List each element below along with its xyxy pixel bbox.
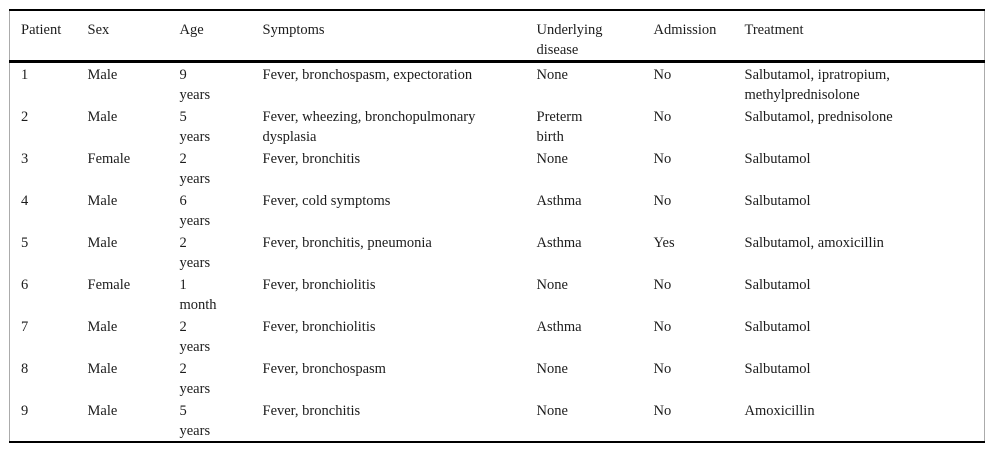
cell-underlying: Asthma [536,319,582,335]
cell-sex: Male [87,319,118,335]
cell-age: 6 years [179,193,211,229]
cell-treatment: Salbutamol, prednisolone [744,109,893,125]
table-row: 2 Male 5 years Fever, wheezing, bronchopulm… [10,105,985,147]
cell-symptoms: Fever, bronchitis, pneumonia [262,235,432,251]
cell-sex: Male [87,361,118,377]
table-row: 7 Male 2 years Fever, bronchiolitis Asthma No… [10,315,985,357]
cell-patient: 5 [21,235,29,251]
cell-underlying: None [536,151,568,167]
cell-symptoms: Fever, wheezing, bronchopulmonary dyspla… [262,109,476,145]
cell-age: 1 month [179,277,217,313]
cell-admission: No [653,319,672,335]
cell-treatment: Salbutamol, ipratropium, methylprednisol… [744,67,890,103]
cell-underlying: Asthma [536,235,582,251]
column-header-symptoms: Symptoms [262,10,537,63]
cell-age: 9 years [179,67,211,103]
column-header-sex: Sex [87,10,180,63]
table-row: 1 Male 9 years Fever, bronchospasm, expecto… [10,62,985,106]
cell-patient: 6 [21,277,29,293]
cell-symptoms: Fever, bronchiolitis [262,319,376,335]
cell-symptoms: Fever, cold symptoms [262,193,391,209]
cell-underlying: Preterm birth [536,109,583,145]
column-header-patient: Patient [9,10,88,63]
cell-sex: Male [87,193,118,209]
cell-sex: Male [87,235,118,251]
cell-treatment: Salbutamol [744,361,811,377]
cell-patient: 1 [21,67,29,83]
table-row: 5 Male 2 years Fever, bronchitis, pneumonia… [10,231,985,273]
table-row: 3 Female 2 years Fever, bronchitis None No Sal… [10,147,985,189]
cell-admission: No [653,361,672,377]
cell-age: 5 years [179,109,211,145]
cell-symptoms: Fever, bronchospasm, expectoration [262,67,473,83]
cell-admission: No [653,403,672,419]
column-header-underlying: Underlying disease [536,10,654,63]
table-body: 1 Male 9 years Fever, bronchospasm, expecto… [10,62,985,443]
cell-admission: No [653,151,672,167]
cell-underlying: None [536,277,568,293]
cell-underlying: None [536,403,568,419]
cell-symptoms: Fever, bronchitis [262,151,361,167]
cell-sex: Male [87,403,118,419]
cell-age: 5 years [179,403,211,439]
cell-symptoms: Fever, bronchiolitis [262,277,376,293]
cell-age: 2 years [179,235,211,271]
cell-patient: 9 [21,403,29,419]
cell-admission: No [653,67,672,83]
cell-patient: 2 [21,109,29,125]
column-header-admission: Admission [653,10,745,63]
cell-age: 2 years [179,319,211,355]
cell-age: 2 years [179,361,211,397]
cell-sex: Female [87,151,131,167]
cell-symptoms: Fever, bronchitis [262,403,361,419]
cell-admission: No [653,277,672,293]
cell-admission: No [653,193,672,209]
cell-age: 2 years [179,151,211,187]
cell-treatment: Salbutamol [744,277,811,293]
cell-underlying: Asthma [536,193,582,209]
cell-sex: Female [87,277,131,293]
cell-symptoms: Fever, bronchospasm [262,361,386,377]
cell-treatment: Salbutamol [744,193,811,209]
cell-underlying: None [536,361,568,377]
cell-underlying: None [536,67,568,83]
cell-admission: Yes [653,235,675,251]
table-row: 6 Female 1 month Fever, bronchiolitis None No… [10,273,985,315]
cell-patient: 3 [21,151,29,167]
patients-table: Patient Sex Age Symptoms Underlying disease A… [9,9,985,443]
cell-patient: 4 [21,193,29,209]
column-header-treatment: Treatment [744,10,985,63]
table-row: 9 Male 5 years Fever, bronchitis None No Amoxi… [10,399,985,442]
table-row: 4 Male 6 years Fever, cold symptoms Asthma No… [10,189,985,231]
table-header: Patient Sex Age Symptoms Underlying disease A… [9,10,985,63]
cell-treatment: Salbutamol [744,319,811,335]
cell-treatment: Salbutamol, amoxicillin [744,235,884,251]
cell-sex: Male [87,109,118,125]
cell-patient: 7 [21,319,29,335]
column-header-age: Age [179,10,263,63]
table-row: 8 Male 2 years Fever, bronchospasm None No Sal… [10,357,985,399]
cell-sex: Male [87,67,118,83]
cell-treatment: Amoxicillin [744,403,815,419]
cell-admission: No [653,109,672,125]
cell-patient: 8 [21,361,29,377]
cell-treatment: Salbutamol [744,151,811,167]
header-row: Patient Sex Age Symptoms Underlying disease A… [9,10,985,63]
